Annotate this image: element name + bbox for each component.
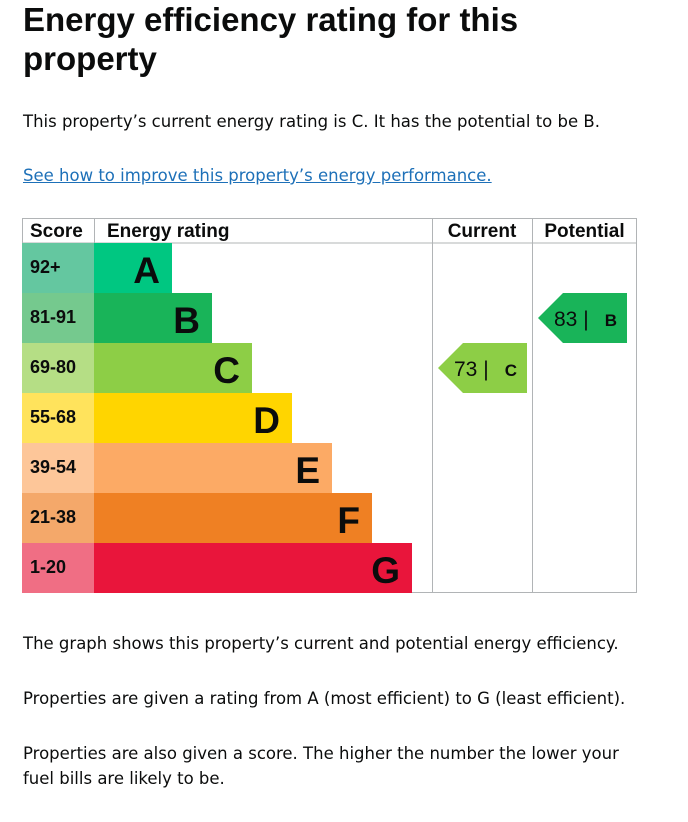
header-current: Current — [448, 221, 517, 242]
score-label-A: 92+ — [30, 257, 61, 277]
header-potential: Potential — [544, 221, 624, 242]
score-label-B: 81-91 — [30, 307, 76, 327]
intro-text: This property’s current energy rating is… — [23, 112, 600, 131]
rating-letter-E: E — [295, 450, 320, 491]
rating-bar-C — [94, 343, 252, 393]
rating-letter-G: G — [371, 550, 400, 591]
score-cell-G — [22, 543, 94, 593]
footer-text-3: Properties are also given a score. The h… — [23, 744, 619, 788]
score-label-G: 1-20 — [30, 557, 66, 577]
score-cell-E — [22, 443, 94, 493]
rating-letter-F: F — [337, 500, 360, 541]
footer-text-1: The graph shows this property’s current … — [23, 634, 619, 653]
improve-link[interactable]: See how to improve this property’s energ… — [23, 166, 492, 185]
score-label-C: 69-80 — [30, 357, 76, 377]
rating-bar-G — [94, 543, 412, 593]
rating-letter-B: B — [173, 300, 200, 341]
rating-bar-E — [94, 443, 332, 493]
footer-text-2: Properties are given a rating from A (mo… — [23, 689, 626, 708]
rating-bar-D — [94, 393, 292, 443]
potential-score-label: 83 | — [554, 308, 589, 331]
score-cell-C — [22, 343, 94, 393]
score-label-F: 21-38 — [30, 507, 76, 527]
score-label-D: 55-68 — [30, 407, 76, 427]
header-energy-rating: Energy rating — [107, 221, 229, 242]
score-cell-B — [22, 293, 94, 343]
page-title: Energy efficiency rating for this proper… — [23, 1, 519, 77]
score-cell-A — [22, 243, 94, 293]
potential-rating-arrow — [538, 293, 627, 343]
score-cell-F — [22, 493, 94, 543]
rating-letter-A: A — [133, 250, 160, 291]
header-score: Score — [30, 221, 83, 242]
rating-bar-F — [94, 493, 372, 543]
current-rating-letter: C — [505, 361, 517, 380]
energy-rating-chart: Score Energy rating Current Potential 92+ A 81… — [22, 218, 637, 593]
rating-letter-C: C — [213, 350, 240, 391]
current-score-label: 73 | — [454, 358, 489, 381]
score-label-E: 39-54 — [30, 457, 76, 477]
potential-rating-letter: B — [605, 311, 617, 330]
rating-bar-B — [94, 293, 212, 343]
score-cell-D — [22, 393, 94, 443]
rating-letter-D: D — [253, 400, 280, 441]
rating-bar-A — [94, 243, 172, 293]
current-rating-arrow — [438, 343, 527, 393]
